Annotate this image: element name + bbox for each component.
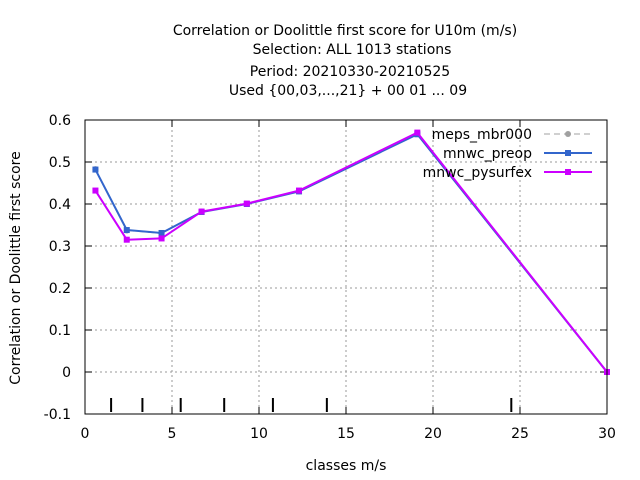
data-point-mnwc_pysurfex [296, 187, 303, 194]
y-tick-label: 0.3 [49, 239, 71, 255]
data-point-mnwc_preop [92, 166, 99, 173]
x-tick-label: 25 [511, 426, 529, 442]
x-tick-label: 10 [250, 426, 268, 442]
title-line-3: Period: 20210330-20210525 [250, 64, 450, 80]
x-tick-label: 30 [598, 426, 616, 442]
title-line-4: Used {00,03,...,21} + 00 01 ... 09 [229, 83, 467, 99]
y-tick-label: 0.6 [49, 113, 71, 129]
y-tick-label: 0.4 [49, 197, 71, 213]
legend-item-mnwc_pysurfex: mnwc_pysurfex [423, 165, 592, 181]
class-boundary-ticks [110, 398, 513, 412]
series-layer [92, 129, 610, 375]
grid [85, 120, 607, 414]
y-axis-label: Correlation or Doolittle first score [8, 151, 24, 384]
data-point-mnwc_pysurfex [414, 129, 421, 136]
x-tick-label: 0 [81, 426, 90, 442]
data-point-mnwc_pysurfex [198, 208, 205, 215]
legend-label: mnwc_preop [443, 146, 532, 162]
title-line-1: Correlation or Doolittle first score for… [173, 23, 517, 39]
data-point-meps_mbr000-legend [565, 131, 571, 137]
x-axis-label: classes m/s [306, 458, 387, 474]
tick-labels: 0 5 10 15 20 25 30 -0.1 0 0.1 0.2 0.3 0.4 0.5 0.6 [44, 113, 616, 442]
y-tick-label: 0.1 [49, 323, 71, 339]
legend-label: meps_mbr000 [432, 127, 532, 143]
y-tick-label: 0 [62, 365, 71, 381]
data-point-mnwc_preop [123, 227, 130, 234]
y-tick-label: 0.2 [49, 281, 71, 297]
title-line-2: Selection: ALL 1013 stations [253, 42, 452, 58]
data-point-mnwc_pysurfex [123, 236, 130, 243]
x-tick-label: 20 [424, 426, 442, 442]
legend: meps_mbr000 mnwc_preop mnwc_pysurfex [423, 127, 592, 181]
data-point-mnwc_pysurfex [158, 235, 165, 242]
chart-title: Correlation or Doolittle first score for… [173, 23, 517, 99]
x-tick-label: 5 [168, 426, 177, 442]
data-point-mnwc_pysurfex [243, 200, 250, 207]
data-point-mnwc_pysurfex-legend [565, 169, 571, 175]
y-tick-label: 0.5 [49, 155, 71, 171]
series-line-mnwc_pysurfex [94, 131, 608, 373]
series-mnwc_preop [92, 131, 610, 375]
series-meps_mbr000 [92, 130, 610, 375]
plot-border [84, 119, 608, 415]
legend-label: mnwc_pysurfex [423, 165, 532, 181]
data-point-mnwc_pysurfex [92, 187, 99, 194]
data-point-mnwc_preop [158, 229, 165, 236]
legend-item-meps_mbr000: meps_mbr000 [432, 127, 592, 143]
x-tick-label: 15 [337, 426, 355, 442]
data-point-mnwc_preop-legend [565, 150, 571, 156]
y-tick-label: -0.1 [44, 407, 71, 423]
legend-item-mnwc_preop: mnwc_preop [443, 146, 592, 162]
